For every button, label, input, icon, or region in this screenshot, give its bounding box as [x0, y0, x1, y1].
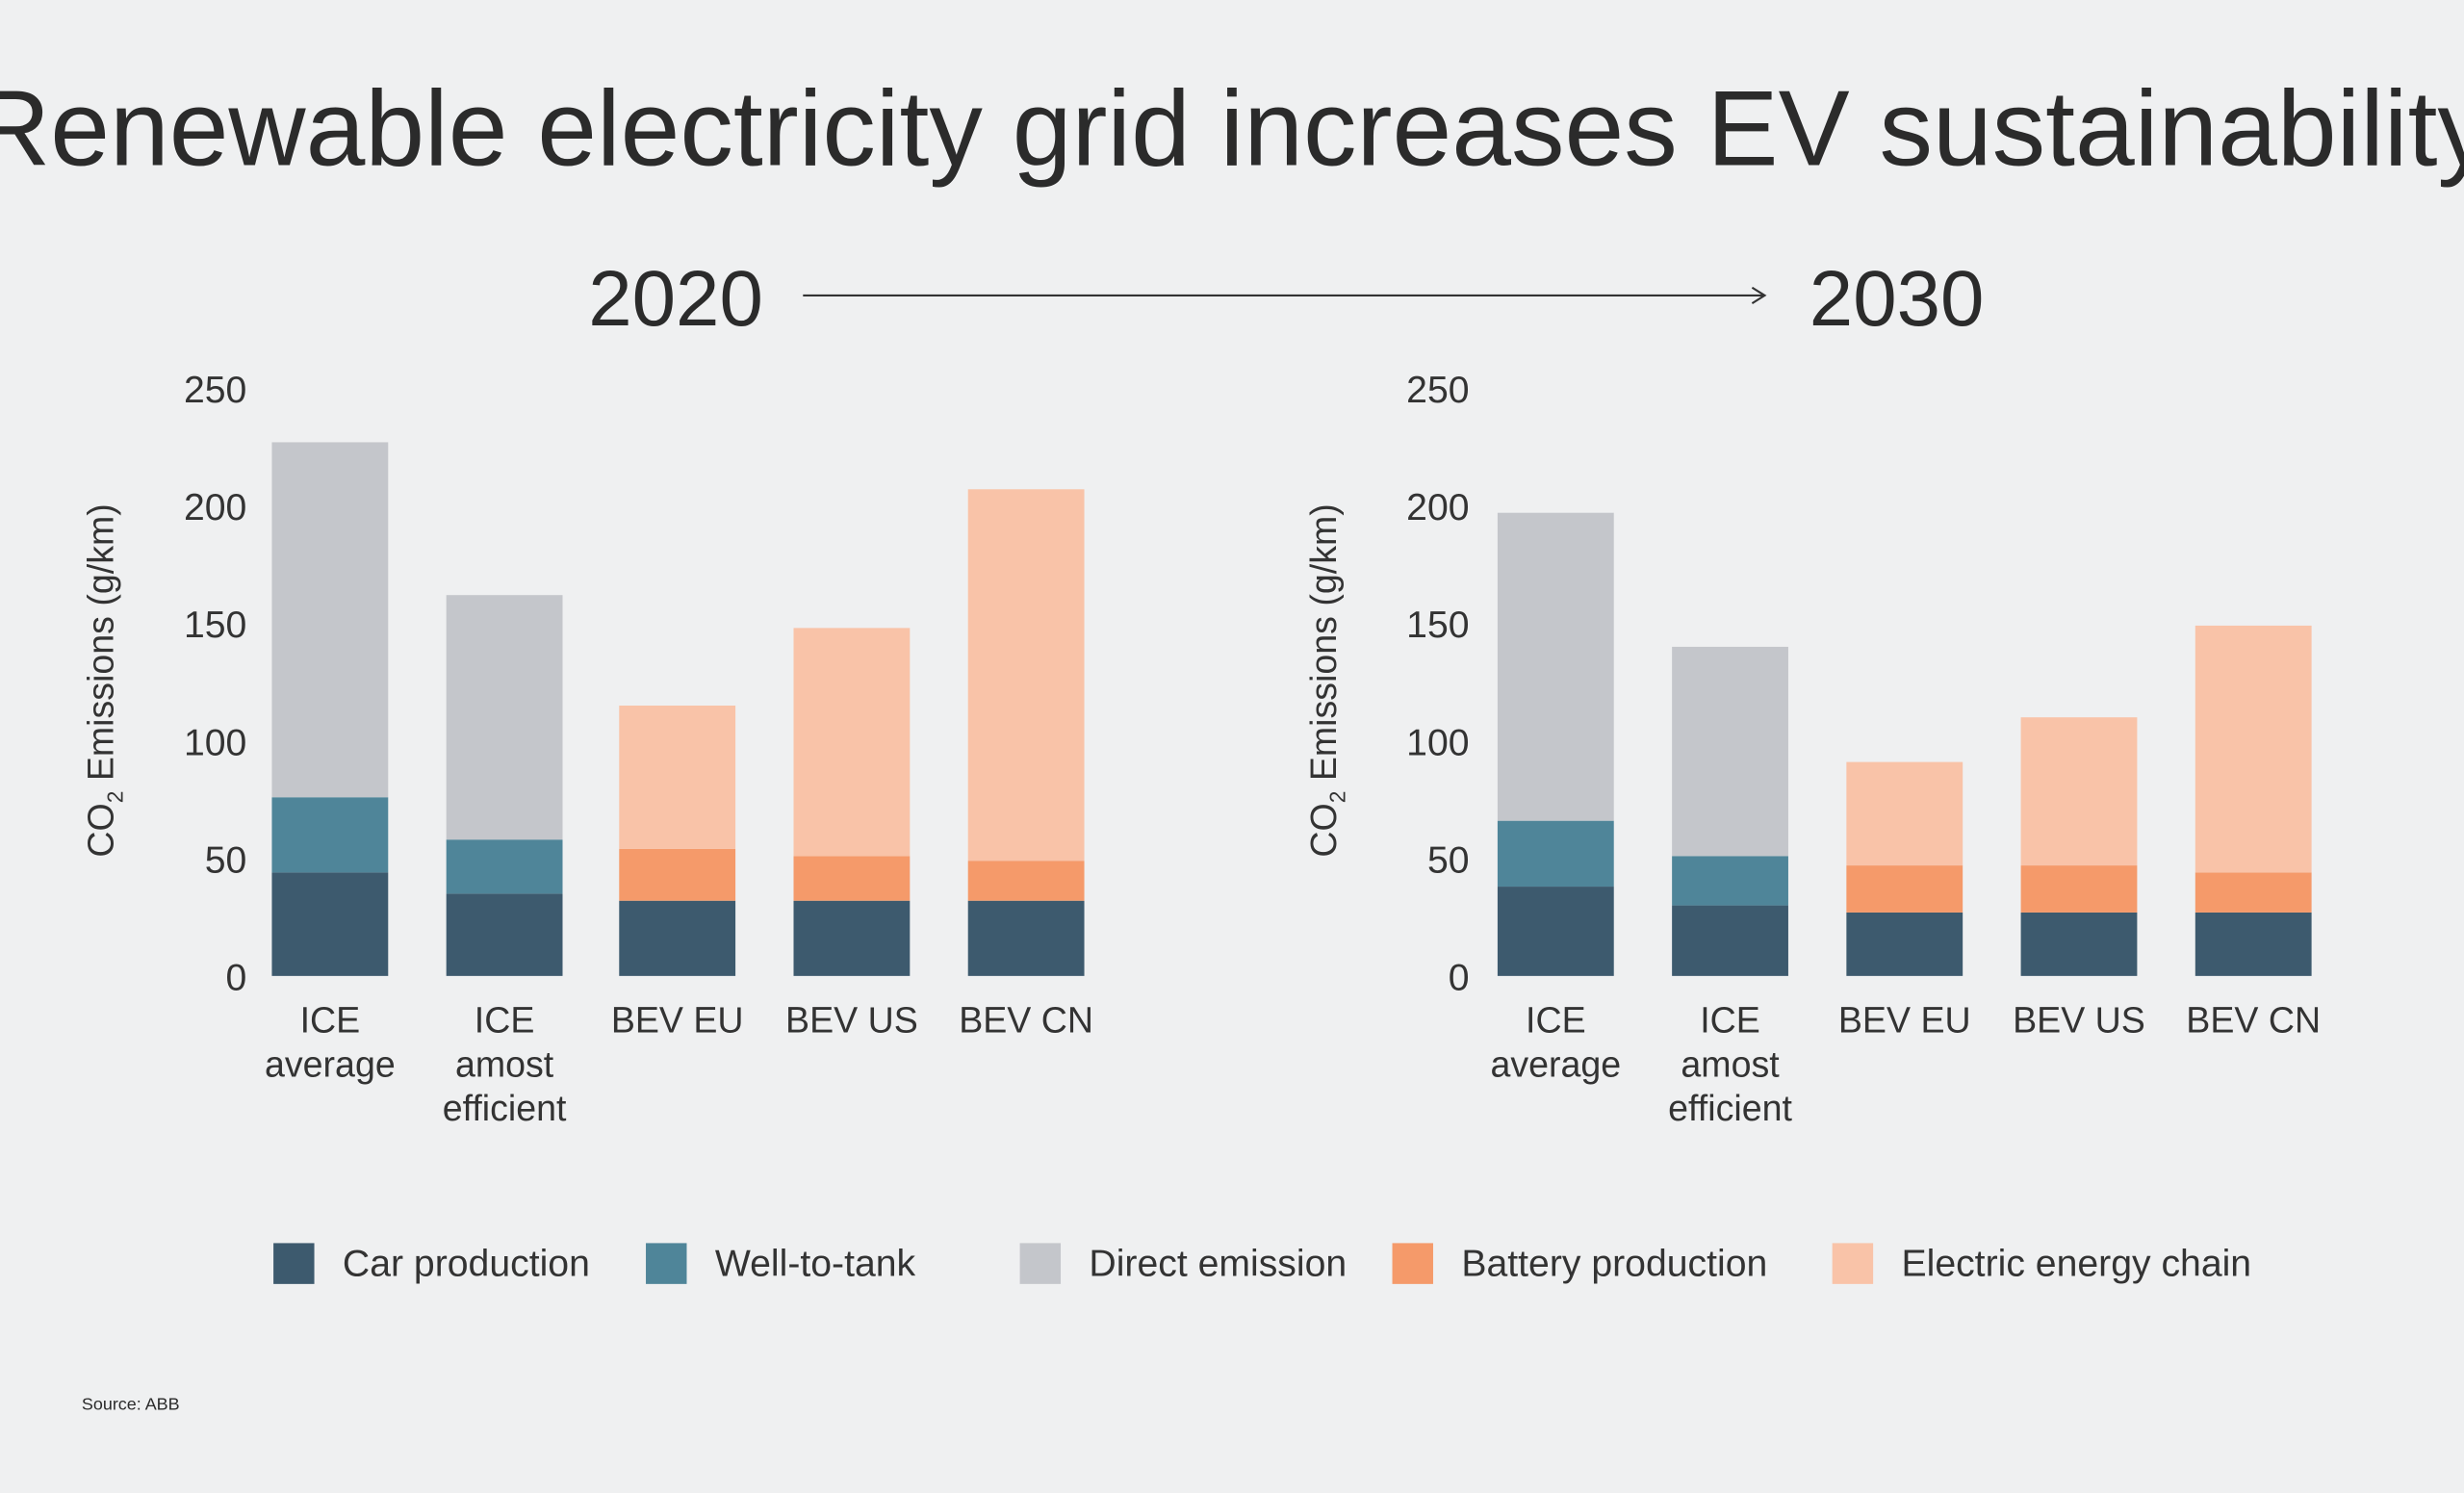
- bar-battery-production: [967, 861, 1085, 901]
- legend-swatch: [1019, 1243, 1062, 1284]
- x-tick-label: average: [265, 1043, 396, 1084]
- bar-electric-energy-chain: [1846, 761, 1964, 866]
- bar-battery-production: [619, 848, 736, 901]
- bar-car-production: [271, 872, 389, 976]
- x-tick-label: BEV CN: [2186, 1000, 2321, 1041]
- x-tick-label: efficient: [443, 1088, 567, 1128]
- bar-direct-emission: [271, 442, 389, 798]
- x-tick-label: ICE: [1700, 1000, 1760, 1041]
- bar-battery-production: [2194, 872, 2312, 913]
- legend-label: Car production: [343, 1244, 590, 1285]
- bar-well-to-tank: [1672, 856, 1788, 906]
- x-tick-label: BEV CN: [959, 1000, 1093, 1041]
- year-from-label: 2020: [588, 255, 763, 343]
- legend-swatch: [273, 1243, 315, 1284]
- x-tick-label: efficient: [1668, 1088, 1792, 1128]
- y-tick-label: 250: [1406, 370, 1469, 411]
- bar-car-production: [446, 893, 563, 976]
- y-tick-label: 250: [184, 370, 246, 411]
- bar-battery-production: [793, 856, 911, 901]
- y-tick-label: 150: [1406, 605, 1469, 646]
- source-note: Source: ABB: [82, 1394, 180, 1413]
- year-to-label: 2030: [1810, 255, 1985, 343]
- bar-direct-emission: [1672, 646, 1788, 857]
- y-tick-label: 100: [1406, 722, 1469, 763]
- legend-label: Well-to-tank: [715, 1244, 916, 1285]
- bar-electric-energy-chain: [2194, 625, 2312, 873]
- bar-battery-production: [1846, 865, 1964, 913]
- arrow-head-icon: [1751, 286, 1767, 304]
- bar-electric-energy-chain: [2020, 717, 2138, 866]
- x-tick-label: BEV EU: [611, 1000, 744, 1041]
- x-tick-label: ICE: [475, 1000, 535, 1041]
- bar-well-to-tank: [446, 839, 563, 894]
- bar-well-to-tank: [1497, 820, 1614, 888]
- x-tick-label: average: [1490, 1043, 1621, 1084]
- bar-car-production: [967, 900, 1085, 976]
- y-axis-label: CO2 Emissions (g/km): [81, 503, 128, 857]
- x-tick-label: amost: [1681, 1043, 1780, 1084]
- bar-car-production: [1497, 887, 1614, 976]
- y-tick-label: 0: [226, 958, 247, 999]
- x-tick-label: BEV US: [2013, 1000, 2145, 1041]
- legend-label: Direct emission: [1089, 1244, 1347, 1285]
- y-tick-label: 150: [184, 605, 246, 646]
- legend-label: Electric energy chain: [1902, 1244, 2252, 1285]
- y-tick-label: 100: [184, 722, 246, 763]
- legend-swatch: [646, 1243, 687, 1284]
- bar-car-production: [2194, 912, 2312, 976]
- y-tick-label: 50: [1427, 839, 1470, 881]
- x-tick-label: amost: [455, 1043, 554, 1084]
- x-tick-label: BEV US: [785, 1000, 918, 1041]
- legend-swatch: [1392, 1243, 1433, 1284]
- bar-car-production: [793, 900, 911, 976]
- x-tick-label: BEV EU: [1838, 1000, 1971, 1041]
- y-axis-label: CO2 Emissions (g/km): [1303, 503, 1350, 857]
- bar-direct-emission: [446, 595, 563, 840]
- bar-car-production: [619, 900, 736, 976]
- y-tick-label: 200: [1406, 487, 1469, 528]
- bar-well-to-tank: [271, 797, 389, 873]
- bar-car-production: [1672, 905, 1788, 976]
- legend-swatch: [1832, 1243, 1874, 1284]
- legend-label: Battery production: [1461, 1244, 1767, 1285]
- y-tick-label: 200: [184, 487, 246, 528]
- y-tick-label: 0: [1449, 958, 1470, 999]
- chart-title: Renewable electricity grid increases EV …: [0, 68, 2464, 188]
- bar-electric-energy-chain: [793, 628, 911, 857]
- y-tick-label: 50: [205, 839, 247, 881]
- bar-electric-energy-chain: [967, 489, 1085, 862]
- bar-car-production: [2020, 912, 2138, 976]
- x-tick-label: ICE: [300, 1000, 361, 1041]
- legend: Car production Well-to-tank Direct emissio…: [273, 1243, 2252, 1285]
- x-tick-label: ICE: [1526, 1000, 1586, 1041]
- bar-battery-production: [2020, 865, 2138, 913]
- bar-car-production: [1846, 912, 1964, 976]
- bar-direct-emission: [1497, 512, 1614, 821]
- bar-electric-energy-chain: [619, 705, 736, 849]
